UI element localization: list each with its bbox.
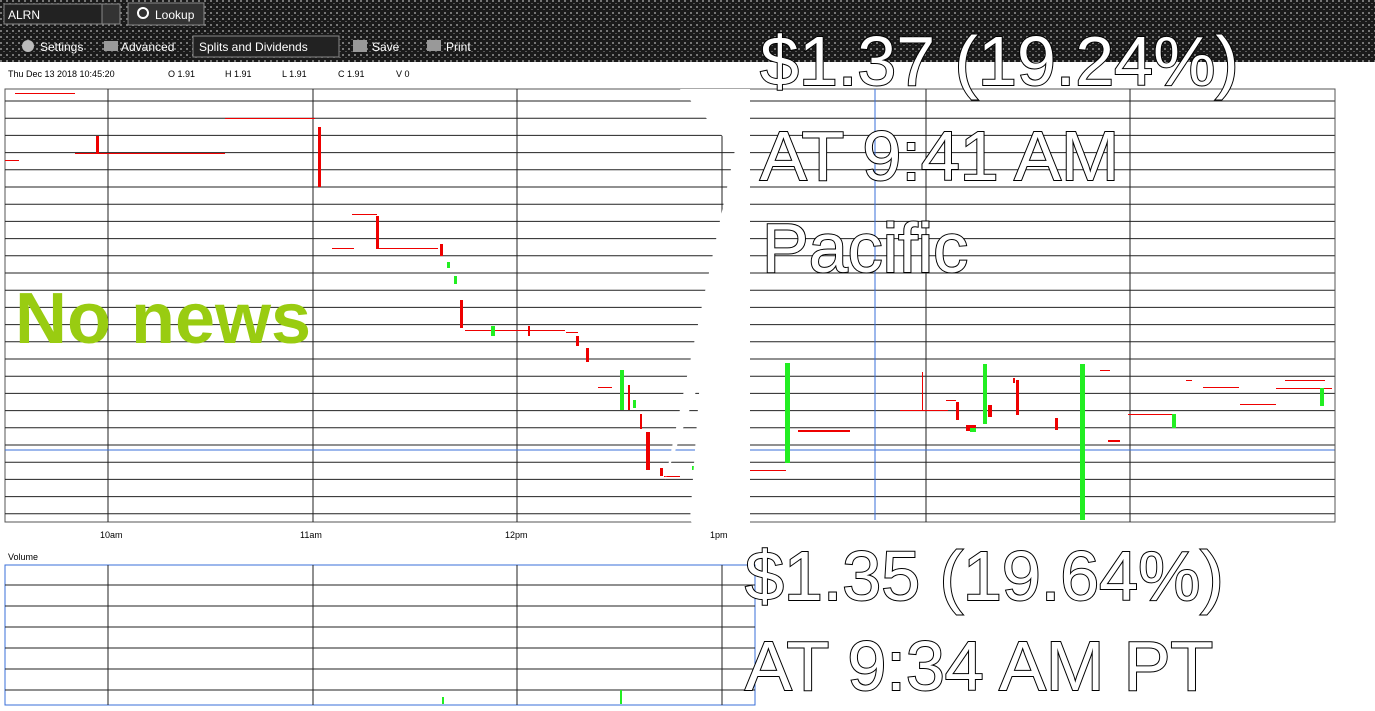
zone-top: Pacific: [762, 209, 968, 287]
white-streak: [665, 89, 750, 711]
x-tick-label: 12pm: [505, 530, 528, 540]
info-date: Thu Dec 13 2018 10:45:20: [8, 69, 115, 79]
info-close: C 1.91: [338, 69, 365, 79]
x-tick-label: 11am: [300, 530, 322, 540]
splits-label: Splits and Dividends: [199, 40, 308, 54]
lookup-label: Lookup: [155, 8, 195, 22]
print-button[interactable]: Print: [446, 40, 471, 54]
symbol: ALRN: [8, 8, 40, 22]
price-top: $1.37 (19.24%): [760, 22, 1239, 100]
info-open: O 1.91: [168, 69, 195, 79]
x-tick-label: 10am: [100, 530, 123, 540]
volume-bar: [620, 690, 622, 704]
print-icon: [427, 40, 441, 51]
price-bottom: $1.35 (19.64%): [745, 537, 1224, 615]
time-top: AT 9:41 AM: [760, 117, 1119, 195]
volume-title: Volume: [8, 552, 38, 562]
lookup-icon: [137, 7, 149, 19]
settings-icon: [22, 40, 34, 52]
splits-dropdown[interactable]: [192, 35, 340, 58]
save-button[interactable]: Save: [372, 40, 400, 54]
grid: [5, 89, 1335, 522]
advanced-button[interactable]: Advanced: [121, 40, 174, 54]
info-low: L 1.91: [282, 69, 307, 79]
volume-grid: [5, 565, 755, 705]
info-high: H 1.91: [225, 69, 252, 79]
save-icon: [353, 40, 367, 52]
settings-button[interactable]: Settings: [40, 40, 83, 54]
volume-panel: [4, 564, 756, 706]
advanced-icon: [104, 41, 118, 51]
no-news-annotation: No news: [15, 279, 311, 359]
x-tick-label: 1pm: [710, 530, 728, 540]
time-bottom: AT 9:34 AM PT: [745, 627, 1213, 705]
symbol-dropdown[interactable]: [101, 3, 121, 25]
lookup-button[interactable]: [127, 2, 205, 26]
info-volume: V 0: [396, 69, 410, 79]
volume-bar: [442, 697, 444, 704]
